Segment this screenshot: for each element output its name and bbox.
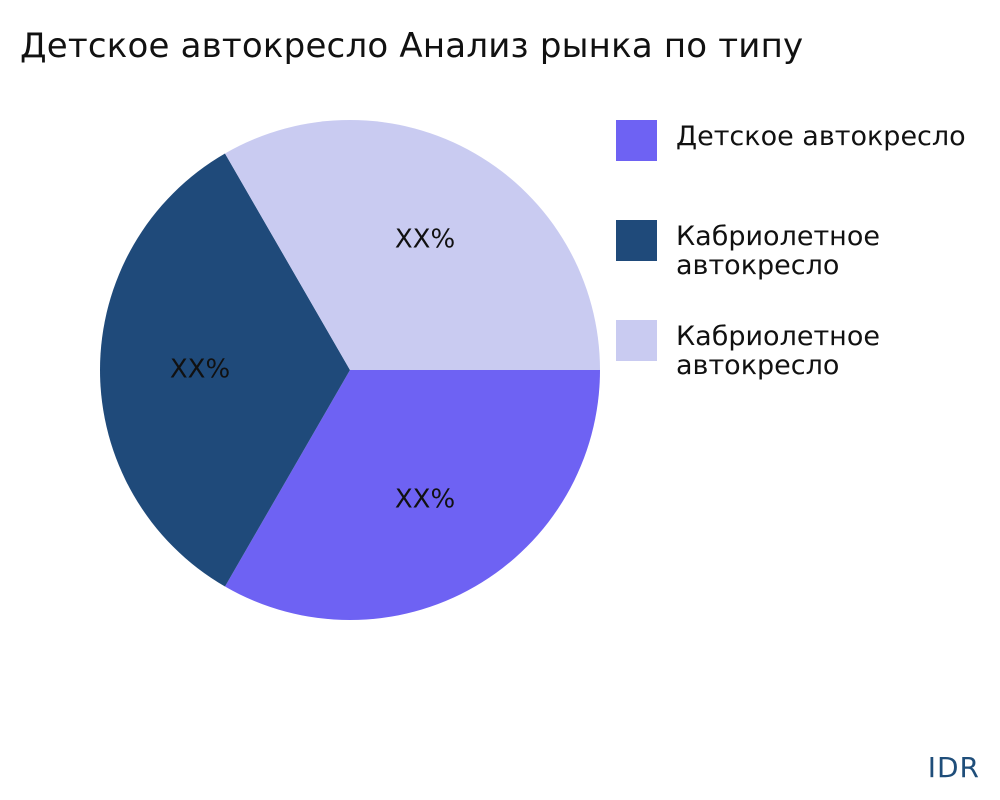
pie-data-label-1: XX% (170, 355, 230, 385)
pie-labels: XX% XX% XX% (170, 225, 455, 515)
legend-item-1[interactable]: Кабриолетное автокресло (616, 220, 996, 290)
legend-label: Детское автокресло (676, 121, 966, 152)
legend-swatch (616, 320, 657, 361)
legend-item-2[interactable]: Кабриолетное автокресло (616, 320, 996, 390)
legend-swatch (616, 220, 657, 261)
legend-label: Кабриолетное автокресло (676, 221, 880, 281)
watermark-logo: IDR (927, 751, 980, 784)
pie-data-label-2: XX% (395, 225, 455, 255)
pie-slices (100, 119, 600, 620)
legend-label: Кабриолетное автокресло (676, 321, 880, 381)
pie-slice-0[interactable] (225, 370, 600, 620)
pie-data-label-0: XX% (395, 484, 455, 514)
pie-slice-2[interactable] (225, 119, 600, 370)
legend-item-0[interactable]: Детское автокресло (616, 120, 996, 190)
chart-title: Детское автокресло Анализ рынка по типу (20, 26, 804, 66)
legend-swatch (616, 120, 657, 161)
